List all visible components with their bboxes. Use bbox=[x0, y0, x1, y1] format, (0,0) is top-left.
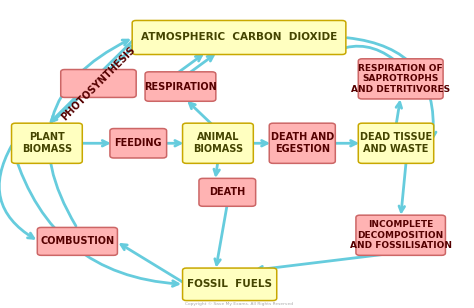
Text: Copyright © Save My Exams. All Rights Reserved: Copyright © Save My Exams. All Rights Re… bbox=[185, 302, 293, 306]
FancyBboxPatch shape bbox=[358, 59, 443, 99]
Text: FOSSIL  FUELS: FOSSIL FUELS bbox=[187, 279, 272, 289]
Text: DEATH: DEATH bbox=[209, 187, 246, 197]
FancyBboxPatch shape bbox=[132, 20, 346, 55]
FancyBboxPatch shape bbox=[37, 227, 118, 255]
Text: COMBUSTION: COMBUSTION bbox=[40, 236, 114, 246]
FancyBboxPatch shape bbox=[110, 128, 167, 158]
Text: RESPIRATION OF
SAPROTROPHS
AND DETRITIVORES: RESPIRATION OF SAPROTROPHS AND DETRITIVO… bbox=[351, 64, 450, 94]
FancyBboxPatch shape bbox=[145, 72, 216, 101]
FancyBboxPatch shape bbox=[11, 123, 82, 163]
Text: PHOTOSYNTHESIS: PHOTOSYNTHESIS bbox=[60, 45, 137, 122]
Text: ATMOSPHERIC  CARBON  DIOXIDE: ATMOSPHERIC CARBON DIOXIDE bbox=[141, 32, 337, 43]
Text: ANIMAL
BIOMASS: ANIMAL BIOMASS bbox=[193, 132, 243, 154]
FancyBboxPatch shape bbox=[199, 178, 255, 206]
Text: FEEDING: FEEDING bbox=[115, 138, 162, 148]
Text: PLANT
BIOMASS: PLANT BIOMASS bbox=[22, 132, 72, 154]
Text: RESPIRATION: RESPIRATION bbox=[144, 82, 217, 91]
FancyBboxPatch shape bbox=[356, 215, 446, 255]
Text: DEAD TISSUE
AND WASTE: DEAD TISSUE AND WASTE bbox=[360, 132, 432, 154]
FancyBboxPatch shape bbox=[61, 70, 136, 97]
Text: INCOMPLETE
DECOMPOSITION
AND FOSSILISATION: INCOMPLETE DECOMPOSITION AND FOSSILISATI… bbox=[350, 220, 452, 250]
FancyBboxPatch shape bbox=[358, 123, 434, 163]
FancyBboxPatch shape bbox=[182, 123, 253, 163]
Text: DEATH AND
EGESTION: DEATH AND EGESTION bbox=[271, 132, 334, 154]
FancyBboxPatch shape bbox=[269, 123, 335, 163]
FancyBboxPatch shape bbox=[182, 268, 277, 301]
